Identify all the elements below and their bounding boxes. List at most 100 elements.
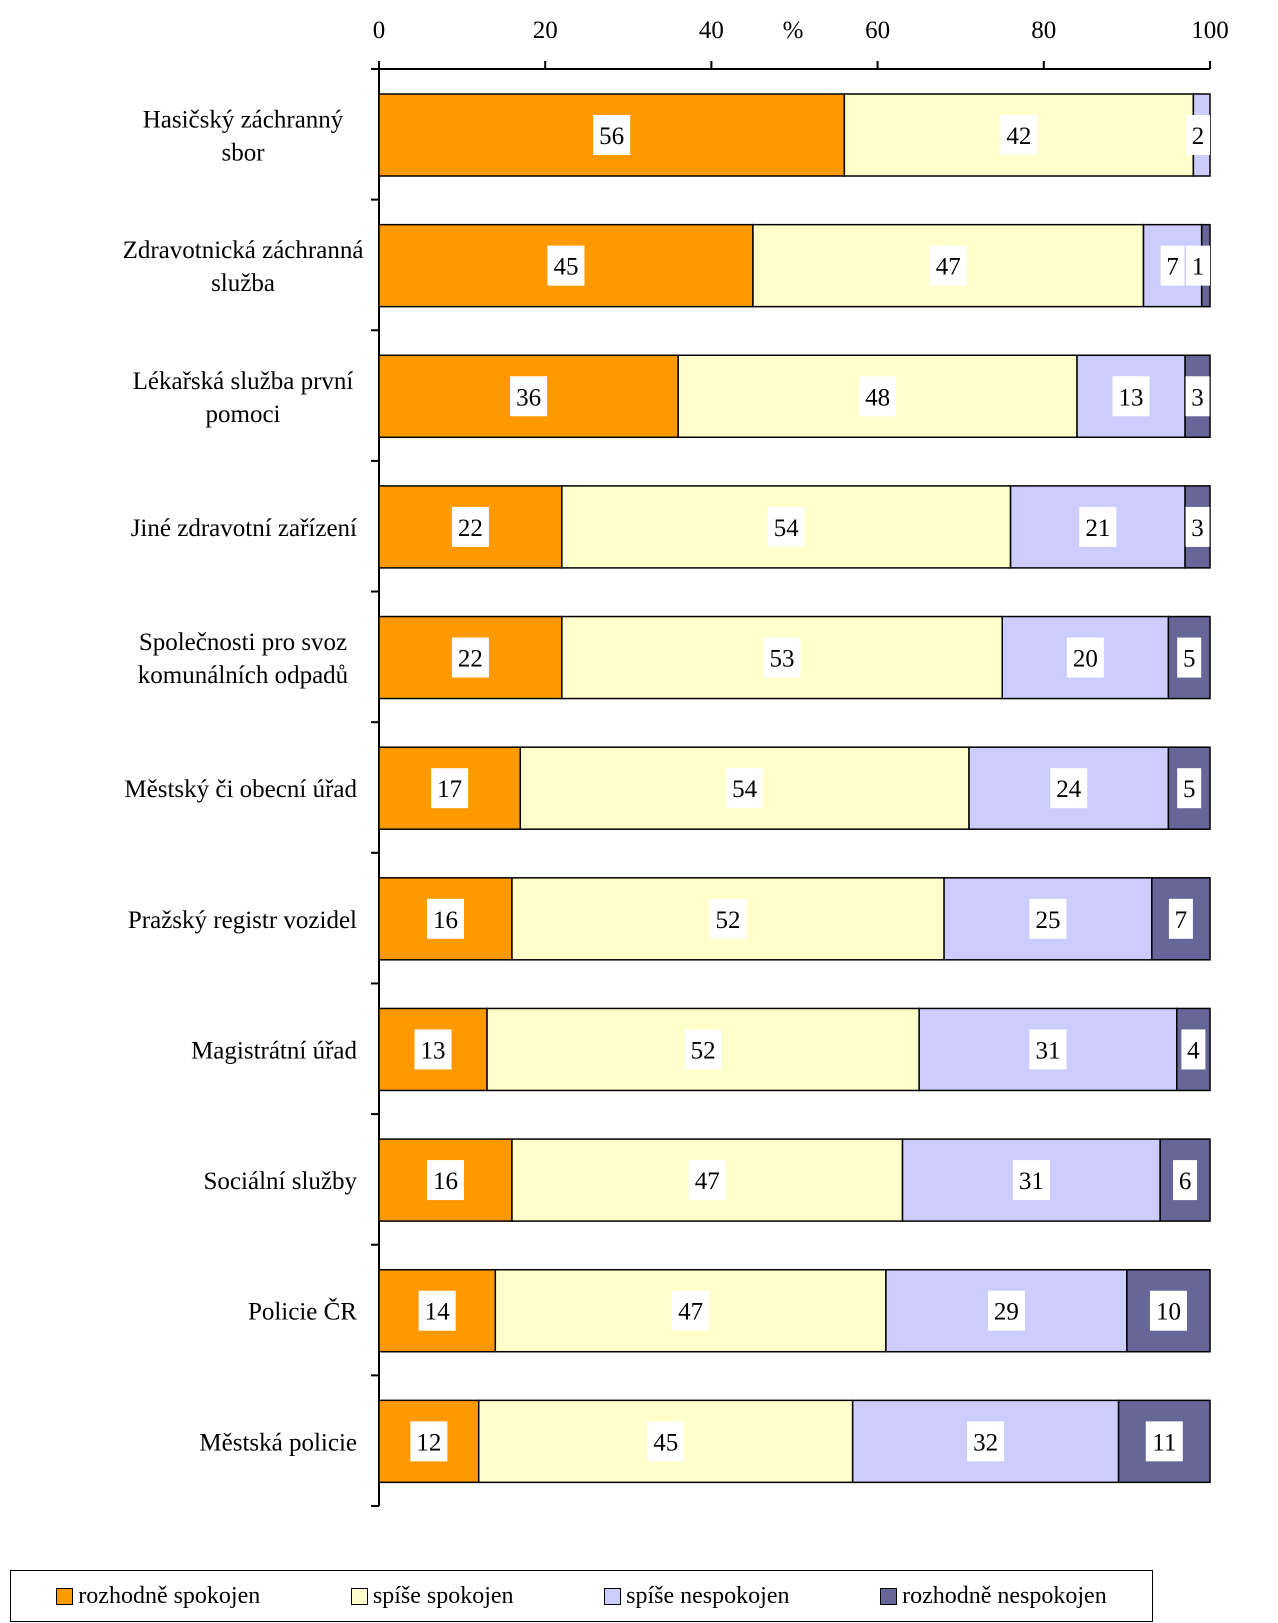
category-label: Policie ČR [248, 1298, 357, 1326]
data-label: 52 [716, 907, 741, 934]
category-label: Pražský registr vozidel [128, 907, 357, 934]
data-label-box [410, 1421, 448, 1462]
x-axis-unit-label: % [783, 17, 804, 44]
data-label: 53 [770, 646, 795, 673]
data-label: 4 [1187, 1037, 1200, 1064]
x-tick-label: 80 [1031, 17, 1056, 44]
data-label: 47 [695, 1168, 720, 1195]
data-label: 56 [599, 123, 624, 150]
data-label-box [684, 1029, 722, 1070]
legend-item: spíše nespokojen [604, 1583, 789, 1610]
data-label: 24 [1056, 776, 1082, 803]
legend-label: rozhodně nespokojen [902, 1582, 1107, 1609]
data-label: 54 [774, 515, 800, 542]
data-label: 32 [973, 1429, 998, 1456]
category-label: Městská policie [199, 1429, 357, 1456]
data-label-box [688, 1160, 726, 1201]
data-label-box [1185, 506, 1210, 547]
data-label: 11 [1152, 1429, 1176, 1456]
data-label-box [859, 376, 897, 417]
category-label: Městský či obecní úřad [124, 776, 357, 803]
data-label: 42 [1006, 123, 1031, 150]
data-label: 5 [1183, 646, 1196, 673]
data-label: 13 [421, 1037, 446, 1064]
data-label-box [426, 898, 464, 939]
data-label-box [414, 1029, 452, 1070]
x-tick-label: 60 [865, 17, 890, 44]
data-label: 45 [553, 254, 578, 281]
data-label-box [1173, 1160, 1198, 1201]
legend-label: spíše nespokojen [626, 1582, 790, 1609]
data-label-box [672, 1290, 710, 1331]
data-label-box [451, 506, 489, 547]
data-label-box [709, 898, 747, 939]
data-label-box [1029, 1029, 1067, 1070]
category-label: Zdravotnická záchranná [123, 237, 364, 264]
category-label: Lékařská služba první [133, 368, 354, 395]
data-label: 20 [1073, 646, 1098, 673]
category-label: Sociální služby [204, 1168, 358, 1195]
data-label: 29 [994, 1299, 1019, 1326]
data-label-box [1050, 768, 1088, 809]
data-label-box [451, 637, 489, 678]
data-label: 10 [1156, 1299, 1181, 1326]
data-label: 12 [416, 1429, 441, 1456]
legend-item: rozhodně nespokojen [880, 1583, 1107, 1610]
category-label: komunálních odpadů [138, 662, 349, 689]
x-tick-label: 20 [533, 17, 558, 44]
x-tick-label: 100 [1191, 17, 1229, 44]
category-label: Společnosti pro svoz [139, 629, 347, 656]
data-label: 47 [678, 1299, 703, 1326]
data-label: 7 [1175, 907, 1188, 934]
legend-swatch [350, 1587, 368, 1605]
data-label: 7 [1166, 254, 1179, 281]
category-label: služba [211, 270, 275, 297]
x-tick-label: 0 [373, 17, 386, 44]
data-label: 16 [433, 1168, 458, 1195]
data-label: 5 [1183, 776, 1196, 803]
data-label-box [726, 768, 764, 809]
data-label: 6 [1179, 1168, 1192, 1195]
category-label: Hasičský záchranný [143, 107, 344, 134]
data-label: 2 [1192, 123, 1205, 150]
data-label-box [1186, 245, 1210, 286]
legend-label: rozhodně spokojen [78, 1582, 261, 1609]
data-label-box [1029, 898, 1067, 939]
legend-swatch [604, 1587, 622, 1605]
data-label-box [426, 1160, 464, 1201]
data-label-box [1185, 376, 1210, 417]
data-label: 31 [1019, 1168, 1044, 1195]
data-label-box [593, 115, 631, 155]
legend-swatch [56, 1587, 74, 1605]
data-label-box [1012, 1160, 1050, 1201]
legend-item: rozhodně spokojen [56, 1583, 260, 1610]
data-label: 1 [1192, 254, 1205, 281]
data-label: 48 [865, 384, 890, 411]
data-label-box [418, 1290, 456, 1331]
data-label: 3 [1191, 515, 1204, 542]
data-label: 45 [653, 1429, 678, 1456]
legend-swatch [880, 1587, 898, 1605]
data-label: 16 [433, 907, 458, 934]
data-label-box [767, 506, 805, 547]
data-label-box [1160, 245, 1185, 286]
category-label: Magistrátní úřad [191, 1037, 357, 1064]
data-label-box [1079, 506, 1117, 547]
category-label: sbor [221, 140, 265, 167]
legend-item: spíše spokojen [350, 1582, 514, 1610]
data-label-box [1177, 637, 1202, 678]
data-label-box [1145, 1421, 1183, 1462]
x-tick-label: 40 [699, 17, 724, 44]
category-label: Jiné zdravotní zařízení [131, 515, 357, 542]
data-label: 21 [1085, 515, 1110, 542]
data-label: 25 [1035, 907, 1060, 934]
data-label-box [1186, 115, 1210, 155]
legend-label: spíše spokojen [372, 1582, 514, 1609]
data-label-box [547, 245, 585, 286]
data-label-box [1000, 115, 1038, 155]
bar-segment [486, 1007, 920, 1092]
data-label-box [987, 1290, 1025, 1331]
data-label-box [1177, 768, 1202, 809]
data-label: 31 [1035, 1037, 1060, 1064]
data-label-box [1181, 1029, 1206, 1070]
